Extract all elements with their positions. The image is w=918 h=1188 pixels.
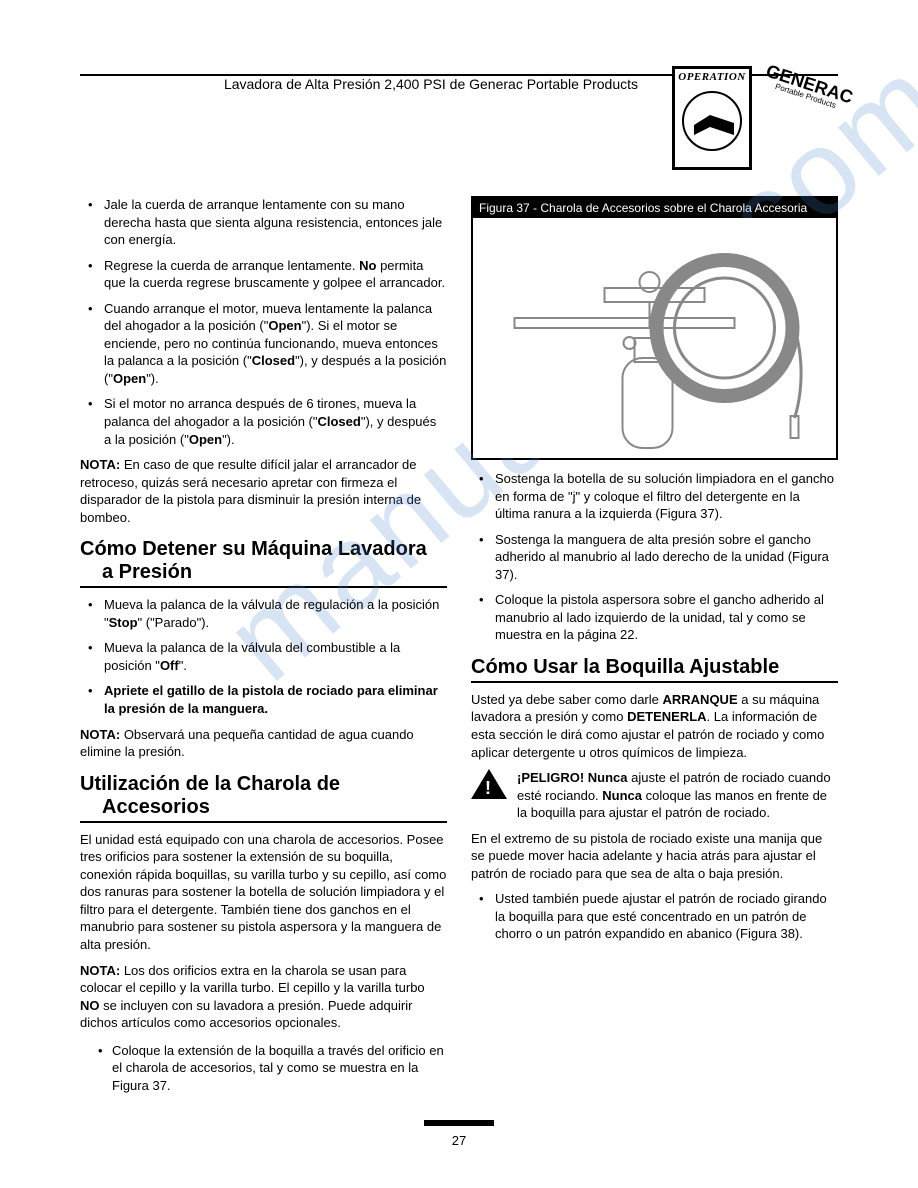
- stop-bullets: Mueva la palanca de la válvula de regula…: [80, 596, 447, 717]
- operation-badge: OPERATION: [672, 66, 752, 170]
- heading-tray: Utilización de la Charola de Accesorios: [80, 773, 447, 823]
- figure-caption: Figura 37 - Charola de Accesorios sobre …: [473, 198, 836, 218]
- nozzle-paragraph: Usted ya debe saber como darle ARRANQUE …: [471, 691, 838, 761]
- operation-label: OPERATION: [678, 71, 745, 83]
- list-item: Apriete el gatillo de la pistola de roci…: [80, 682, 447, 717]
- page-footer: 27: [0, 1113, 918, 1148]
- list-item: Jale la cuerda de arranque lentamente co…: [80, 196, 447, 249]
- right-column: Figura 37 - Charola de Accesorios sobre …: [471, 196, 838, 1100]
- note-text: NOTA: Observará una pequeña cantidad de …: [80, 726, 447, 761]
- list-item: Sostenga la manguera de alta presión sob…: [471, 531, 838, 584]
- startup-bullets: Jale la cuerda de arranque lentamente co…: [80, 196, 447, 448]
- tray-sub-bullets: Coloque la extensión de la boquilla a tr…: [80, 1042, 447, 1095]
- list-item: Mueva la palanca de la válvula del combu…: [80, 639, 447, 674]
- tray-paragraph: El unidad está equipado con una charola …: [80, 831, 447, 954]
- page-number: 27: [0, 1133, 918, 1148]
- figure-image: [473, 218, 836, 458]
- header-title: Lavadora de Alta Presión 2,400 PSI de Ge…: [224, 76, 638, 92]
- list-item: Usted también puede ajustar el patrón de…: [471, 890, 838, 943]
- operation-icon: [682, 91, 742, 151]
- list-item: Cuando arranque el motor, mueva lentamen…: [80, 300, 447, 388]
- list-item: Si el motor no arranca después de 6 tiro…: [80, 395, 447, 448]
- generac-badge: GENERAC Portable Products: [751, 62, 855, 147]
- list-item: Sostenga la botella de su solución limpi…: [471, 470, 838, 523]
- heading-stop: Cómo Detener su Máquina Lavadora a Presi…: [80, 538, 447, 588]
- left-column: Jale la cuerda de arranque lentamente co…: [80, 196, 447, 1100]
- list-item: Regrese la cuerda de arranque lentamente…: [80, 257, 447, 292]
- figure-bullets: Sostenga la botella de su solución limpi…: [471, 470, 838, 644]
- list-item: Mueva la palanca de la válvula de regula…: [80, 596, 447, 631]
- end-paragraph: En el extremo de su pistola de rociado e…: [471, 830, 838, 883]
- end-bullets: Usted también puede ajustar el patrón de…: [471, 890, 838, 943]
- heading-nozzle: Cómo Usar la Boquilla Ajustable: [471, 656, 838, 683]
- list-item: Coloque la extensión de la boquilla a tr…: [80, 1042, 447, 1095]
- danger-warning: ¡PELIGRO! Nunca ajuste el patrón de roci…: [471, 769, 838, 822]
- warning-icon: [471, 769, 507, 822]
- note-text: NOTA: Los dos orificios extra en la char…: [80, 962, 447, 1032]
- note-text: NOTA: En caso de que resulte difícil jal…: [80, 456, 447, 526]
- warning-text: ¡PELIGRO! Nunca ajuste el patrón de roci…: [517, 769, 838, 822]
- figure-37: Figura 37 - Charola de Accesorios sobre …: [471, 196, 838, 460]
- list-item: Coloque la pistola aspersora sobre el ga…: [471, 591, 838, 644]
